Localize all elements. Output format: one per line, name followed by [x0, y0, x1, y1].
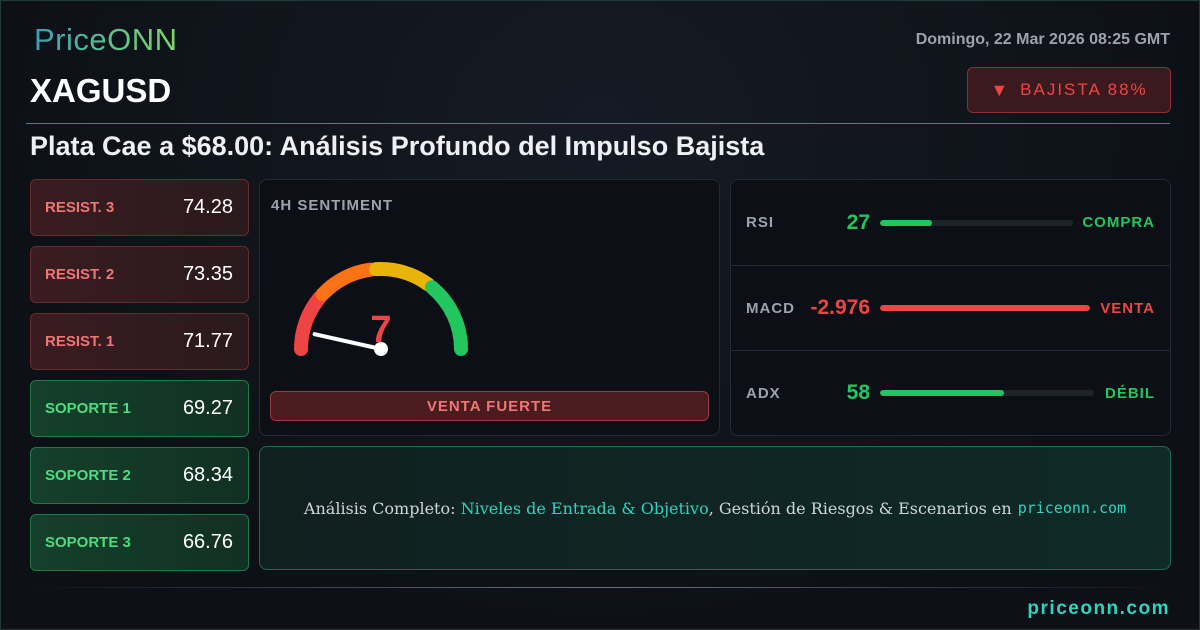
footer-site-link[interactable]: priceonn.com	[1027, 598, 1170, 619]
sentiment-gauge: 7	[294, 262, 468, 356]
gauge-segment-yellow	[368, 262, 436, 292]
gauge-segment-green	[424, 280, 468, 356]
sentiment-card: 4H SENTIMENT 7 VENTA FUERTE	[259, 179, 720, 436]
symbol-title: XAGUSD	[30, 72, 172, 109]
resistance-level: RESIST. 3 74.28	[30, 179, 249, 236]
support-level: SOPORTE 2 68.34	[30, 447, 249, 504]
indicator-bar	[880, 390, 1094, 396]
gauge-pivot	[374, 342, 388, 356]
level-label: RESIST. 2	[45, 266, 115, 283]
indicator-bar	[880, 305, 1090, 311]
indicator-signal: COMPRA	[1082, 214, 1155, 231]
level-label: SOPORTE 3	[45, 534, 131, 551]
indicator-signal: DÉBIL	[1105, 384, 1155, 402]
indicator-bar-fill	[880, 219, 933, 226]
level-value: 66.76	[182, 531, 233, 553]
level-value: 73.35	[182, 263, 233, 285]
headline: Plata Cae a $68.00: Análisis Profundo de…	[30, 131, 765, 161]
cta-prefix: Análisis Completo:	[303, 498, 456, 518]
level-label: SOPORTE 1	[45, 400, 131, 417]
indicator-name: RSI	[746, 214, 775, 231]
level-value: 71.77	[182, 330, 233, 352]
gauge-segment-orange	[315, 262, 378, 302]
cta-highlight: Niveles de Entrada & Objetivo	[460, 498, 709, 518]
indicator-signal: VENTA	[1100, 299, 1155, 317]
timestamp: Domingo, 22 Mar 2026 08:25 GMT	[915, 31, 1170, 48]
indicator-bar	[880, 219, 1073, 226]
gauge-needle	[312, 332, 383, 351]
indicator-value: 58	[846, 381, 870, 404]
footer-divider	[30, 587, 1170, 588]
indicator-name: ADX	[746, 384, 781, 402]
sentiment-heading: 4H SENTIMENT	[271, 197, 394, 214]
triangle-down-icon: ▼	[990, 79, 1011, 100]
bias-label: BAJISTA 88%	[1020, 80, 1148, 99]
divider	[26, 123, 1170, 124]
sentiment-verdict: VENTA FUERTE	[270, 391, 709, 421]
indicator-value: -2.976	[810, 296, 870, 319]
gauge-value: 7	[370, 309, 391, 351]
indicator-row-macd: MACD -2.976 VENTA	[731, 265, 1170, 350]
priceonn-logo: PriceONN	[34, 22, 178, 57]
resistance-level: RESIST. 2 73.35	[30, 246, 249, 303]
level-label: RESIST. 1	[45, 333, 115, 350]
cta-suffix: , Gestión de Riesgos & Escenarios en	[708, 498, 1012, 518]
support-level: SOPORTE 1 69.27	[30, 380, 249, 437]
resistance-level: RESIST. 1 71.77	[30, 313, 249, 370]
indicator-value: 27	[846, 210, 870, 234]
level-value: 74.28	[182, 196, 233, 218]
indicator-bar-fill	[880, 305, 1090, 311]
full-analysis-link[interactable]: Análisis Completo: Niveles de Entrada & …	[259, 446, 1171, 570]
level-label: RESIST. 3	[45, 199, 115, 216]
level-value: 69.27	[182, 397, 233, 419]
indicator-row-adx: ADX 58 DÉBIL	[731, 350, 1170, 435]
bias-badge: ▼ BAJISTA 88%	[967, 67, 1171, 113]
gauge-segment-red	[294, 291, 327, 356]
indicator-bar-fill	[880, 390, 1005, 396]
indicator-row-rsi: RSI 27 COMPRA	[731, 180, 1170, 265]
cta-site[interactable]: priceonn.com	[1017, 499, 1127, 517]
level-value: 68.34	[182, 464, 233, 486]
support-level: SOPORTE 3 66.76	[30, 514, 249, 571]
indicator-name: MACD	[746, 299, 795, 317]
indicators-card: RSI 27 COMPRA MACD -2.976 VENTA ADX 58 DÉB…	[730, 179, 1171, 436]
level-label: SOPORTE 2	[45, 467, 131, 484]
